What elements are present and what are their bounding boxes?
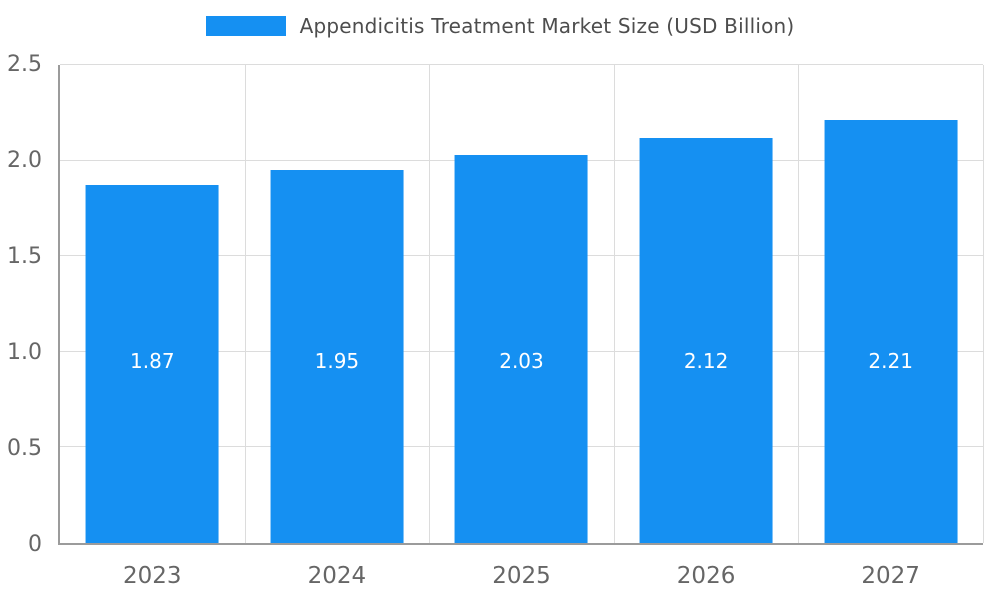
bar-2027[interactable]: [824, 120, 958, 543]
bar-value-label: 1.87: [130, 349, 175, 374]
horizontal-gridline: [60, 64, 983, 65]
vertical-gridline: [983, 65, 984, 543]
x-tick-label: 2023: [123, 563, 182, 589]
y-tick-label: 2.5: [7, 52, 42, 77]
bar-column-2026: 2.12 2026: [614, 65, 799, 589]
bar-value-label: 1.95: [314, 349, 360, 374]
bar-2024[interactable]: [270, 170, 404, 543]
y-tick-label: 1.5: [7, 244, 42, 269]
x-tick-label: 2027: [861, 563, 920, 589]
x-tick-label: 2024: [307, 563, 367, 589]
bar-value-label: 2.12: [683, 349, 729, 374]
bar-value-label: 2.03: [499, 349, 544, 374]
plot-area: 1.87 2023 1.95 2024 2.03 2025 2.12 2026 2.21 2027: [58, 64, 984, 589]
x-tick-label: 2026: [676, 563, 736, 589]
vertical-gridline: [798, 65, 800, 543]
bar-value-label: 2.21: [868, 349, 913, 374]
bar-column-2023: 1.87 2023: [60, 65, 245, 589]
bar-column-2027: 2.21 2027: [798, 65, 983, 589]
vertical-gridline: [613, 65, 615, 543]
y-tick-label: 0.5: [7, 436, 42, 461]
bar-2023[interactable]: [85, 185, 219, 543]
vertical-gridline: [244, 65, 246, 543]
chart-title: Appendicitis Treatment Market Size (USD …: [299, 14, 795, 38]
y-tick-label: 2.0: [7, 148, 42, 173]
x-tick-label: 2025: [492, 563, 551, 589]
legend-swatch[interactable]: [205, 16, 286, 36]
y-tick-label: 0: [28, 532, 42, 557]
bar-columns: 1.87 2023 1.95 2024 2.03 2025 2.12 2026 2.21 2027: [60, 65, 983, 589]
bar-column-2025: 2.03 2025: [429, 65, 614, 589]
vertical-gridline: [429, 65, 431, 543]
chart-header: Appendicitis Treatment Market Size (USD …: [0, 14, 1000, 38]
bar-2026[interactable]: [639, 137, 773, 543]
y-axis-labels: 0 0.5 1.0 1.5 2.0 2.5: [0, 54, 50, 556]
bar-2025[interactable]: [455, 154, 588, 543]
bar-column-2024: 1.95 2024: [245, 65, 430, 589]
y-tick-label: 1.0: [7, 340, 42, 365]
